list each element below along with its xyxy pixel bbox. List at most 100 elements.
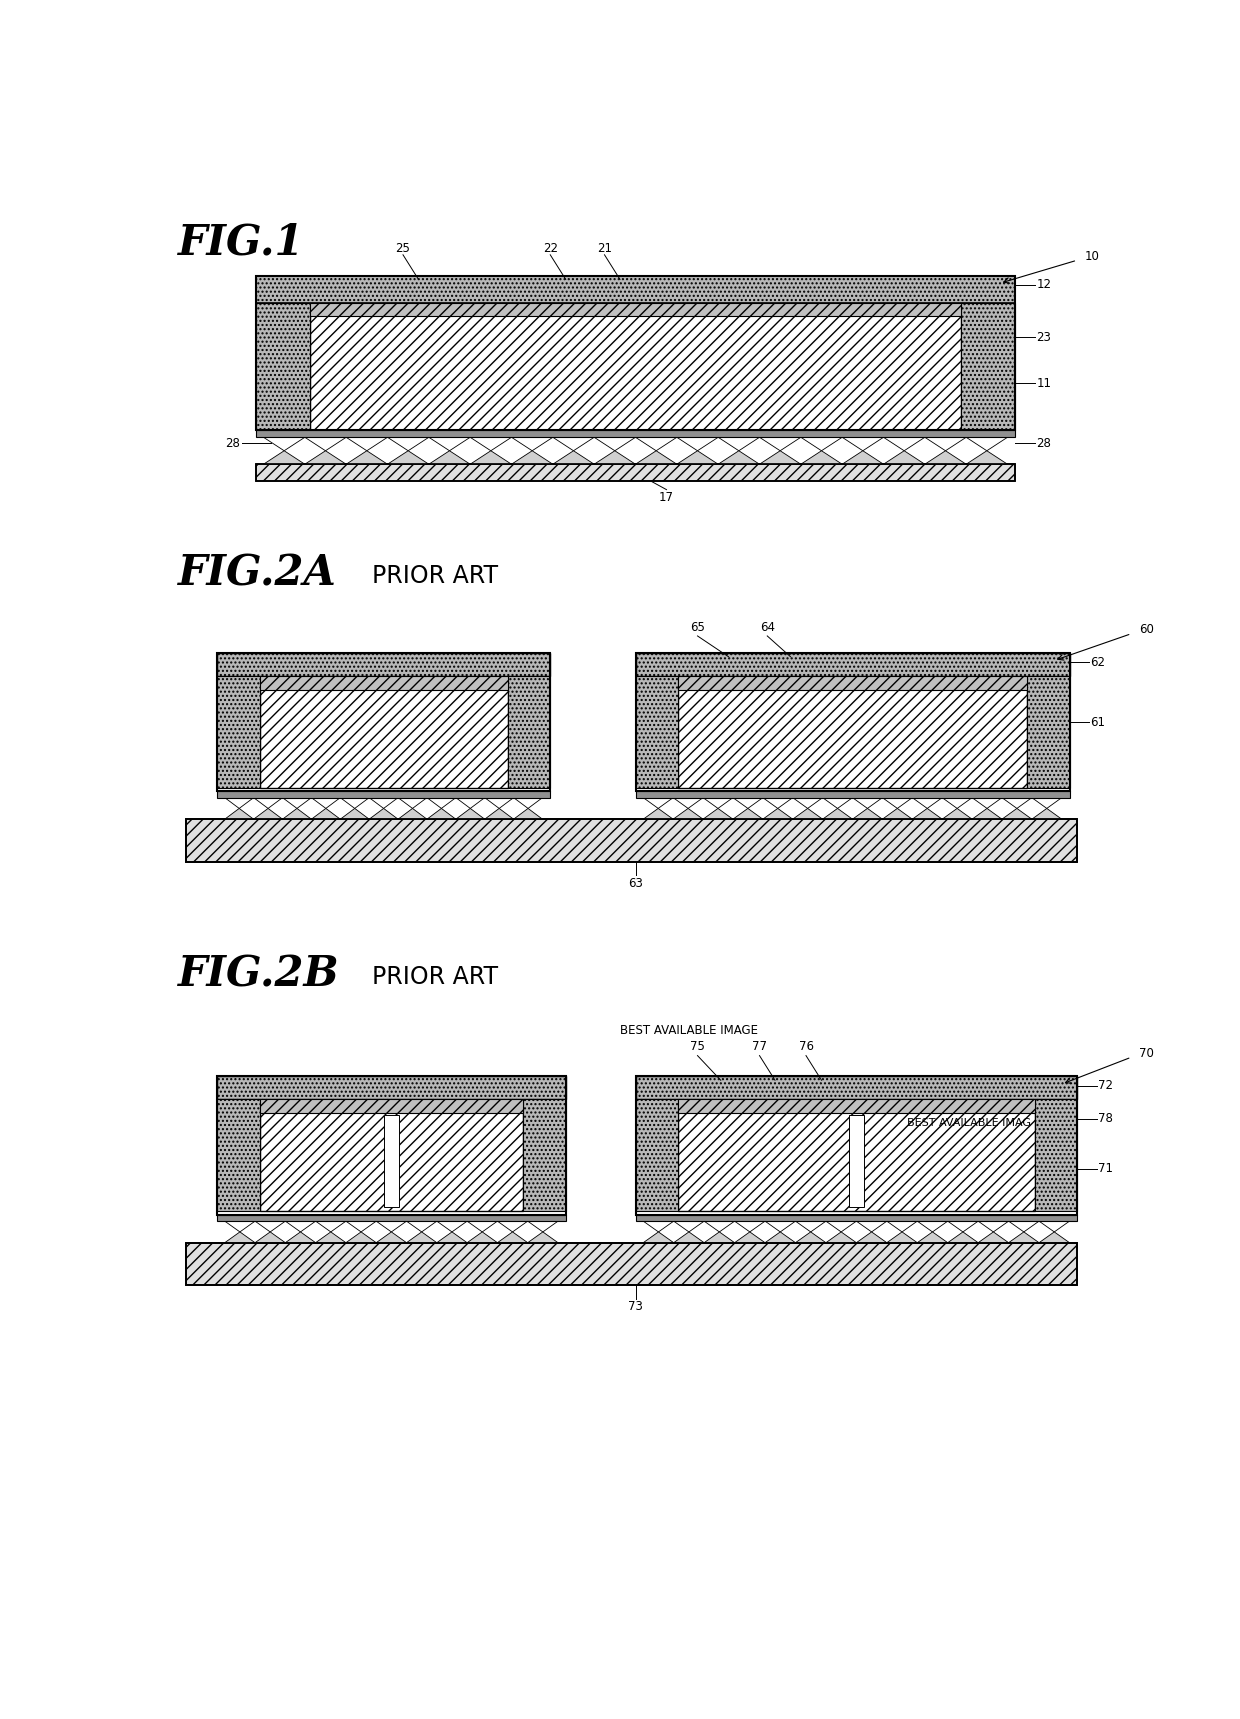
Polygon shape [734,1220,765,1233]
Polygon shape [673,808,703,820]
Polygon shape [456,798,485,808]
Polygon shape [1008,1220,1039,1233]
Bar [186,820,1078,861]
Polygon shape [801,450,842,464]
Bar [217,791,551,798]
Polygon shape [644,808,673,820]
Polygon shape [704,1220,734,1233]
Bar [217,653,551,676]
Polygon shape [883,798,913,808]
Polygon shape [528,1233,558,1243]
Polygon shape [883,437,925,450]
Polygon shape [918,1233,947,1243]
Text: 64: 64 [760,621,775,634]
Polygon shape [704,1233,734,1243]
Text: BEST AVAILABLE IMAGE: BEST AVAILABLE IMAGE [620,1025,758,1037]
Polygon shape [407,1220,436,1233]
Polygon shape [925,437,966,450]
Polygon shape [340,808,370,820]
Polygon shape [513,808,543,820]
Polygon shape [553,450,594,464]
Polygon shape [913,798,942,808]
Polygon shape [644,1220,673,1233]
Polygon shape [467,1233,497,1243]
Bar [186,1243,1078,1286]
Text: PRIOR ART: PRIOR ART [372,564,498,588]
Bar [961,303,1016,430]
Polygon shape [763,808,792,820]
Text: 77: 77 [751,1040,768,1054]
Text: 11: 11 [1037,376,1052,390]
Bar [635,653,1069,676]
Polygon shape [673,798,703,808]
Polygon shape [528,1220,558,1233]
Polygon shape [942,798,972,808]
Polygon shape [594,437,635,450]
Polygon shape [759,437,801,450]
Bar [678,1100,1034,1114]
Text: 65: 65 [691,621,704,634]
Text: 28: 28 [226,437,241,450]
Polygon shape [883,450,925,464]
Text: 72: 72 [1099,1080,1114,1092]
Polygon shape [370,808,398,820]
Polygon shape [677,450,718,464]
Bar [635,1076,1078,1215]
Polygon shape [513,798,543,808]
Polygon shape [224,808,254,820]
Polygon shape [703,808,733,820]
Text: PRIOR ART: PRIOR ART [372,964,498,988]
Text: 17: 17 [658,492,675,504]
Polygon shape [497,1233,528,1243]
Polygon shape [733,808,763,820]
Polygon shape [285,1233,316,1243]
Polygon shape [733,798,763,808]
Polygon shape [429,450,470,464]
Text: 78: 78 [1099,1112,1114,1126]
Text: 22: 22 [543,242,558,254]
Polygon shape [283,808,311,820]
Bar [310,303,961,430]
Bar [678,676,1027,689]
Text: 21: 21 [596,242,613,254]
Polygon shape [470,450,511,464]
Bar [678,1100,1034,1212]
Polygon shape [485,808,513,820]
Bar [635,1076,1078,1100]
Polygon shape [822,798,853,808]
Bar [635,1215,1078,1220]
Polygon shape [853,798,883,808]
Bar [1034,1100,1078,1212]
Polygon shape [456,808,485,820]
Text: 12: 12 [1037,278,1052,291]
Polygon shape [254,798,283,808]
Polygon shape [283,798,311,808]
Polygon shape [796,1233,826,1243]
Polygon shape [913,808,942,820]
Polygon shape [427,808,456,820]
Bar [635,653,1069,791]
Polygon shape [763,798,792,808]
Polygon shape [429,437,470,450]
Polygon shape [857,1220,887,1233]
Polygon shape [703,798,733,808]
Polygon shape [311,798,340,808]
Polygon shape [1008,1233,1039,1243]
Text: 60: 60 [1140,624,1154,636]
Polygon shape [718,450,759,464]
Polygon shape [376,1233,407,1243]
Polygon shape [887,1220,918,1233]
Polygon shape [842,437,883,450]
Bar [217,1215,565,1220]
Bar [255,430,1016,437]
Polygon shape [842,450,883,464]
Polygon shape [942,808,972,820]
Polygon shape [1032,808,1061,820]
Bar [507,676,551,787]
Polygon shape [801,437,842,450]
Bar [217,1076,565,1100]
Polygon shape [255,1233,285,1243]
Polygon shape [972,808,1002,820]
Polygon shape [978,1233,1008,1243]
Polygon shape [387,450,429,464]
